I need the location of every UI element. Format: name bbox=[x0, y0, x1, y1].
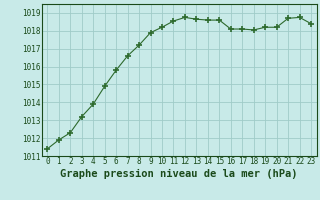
X-axis label: Graphe pression niveau de la mer (hPa): Graphe pression niveau de la mer (hPa) bbox=[60, 169, 298, 179]
